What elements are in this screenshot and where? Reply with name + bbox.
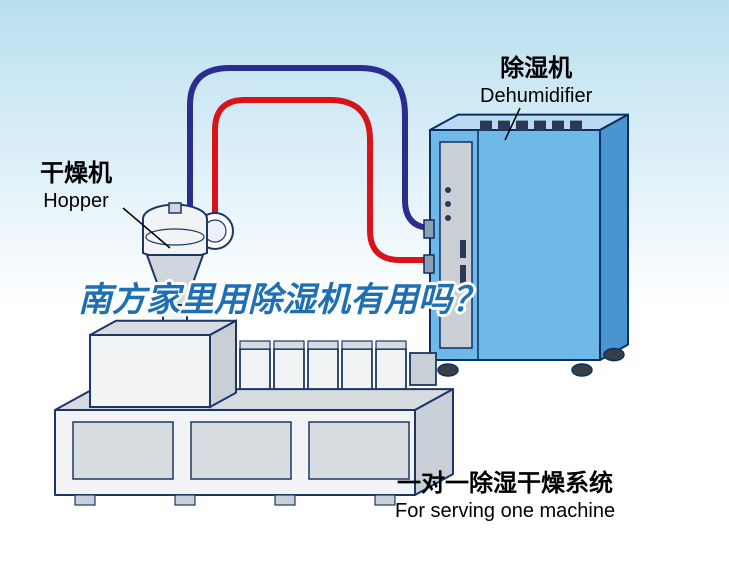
- hopper-label-en: Hopper: [40, 189, 112, 213]
- overlay-question-text: 南方家里用除湿机有用吗？: [78, 272, 486, 321]
- hopper-label: 干燥机 Hopper: [40, 160, 112, 213]
- system-label: 一对一除湿干燥系统 For serving one machine: [395, 470, 615, 523]
- dehumidifier-unit: [424, 115, 628, 376]
- dehumidifier-label-cn: 除湿机: [480, 55, 592, 84]
- dehumidifier-label-en: Dehumidifier: [480, 84, 592, 108]
- system-label-en: For serving one machine: [395, 499, 615, 523]
- system-label-cn: 一对一除湿干燥系统: [395, 470, 615, 499]
- hopper-label-cn: 干燥机: [40, 160, 112, 189]
- dehumidifier-label: 除湿机 Dehumidifier: [480, 55, 592, 108]
- extruder-machine: [55, 321, 453, 505]
